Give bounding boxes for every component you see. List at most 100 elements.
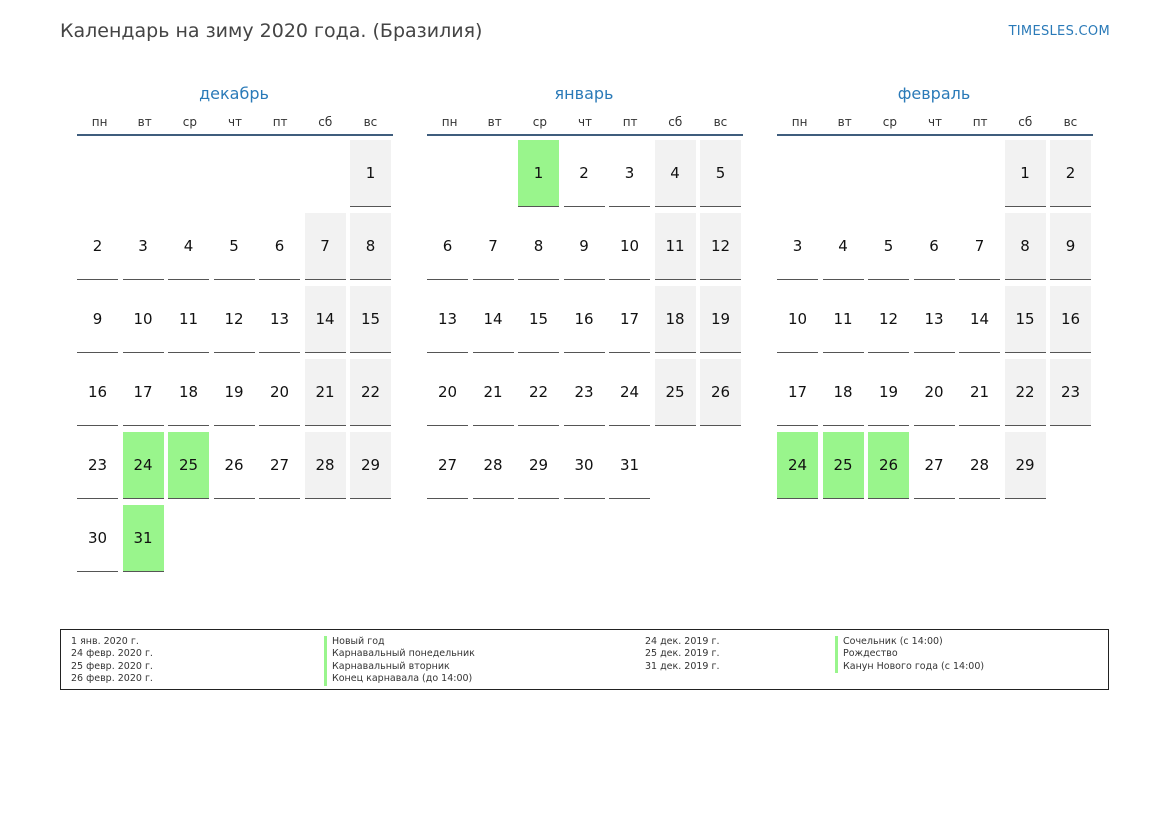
day-cell[interactable]: 18 bbox=[822, 359, 864, 426]
day-cell[interactable]: 17 bbox=[777, 359, 818, 426]
day-cell[interactable]: 9 bbox=[1050, 213, 1091, 280]
day-cell[interactable]: 30 bbox=[563, 432, 605, 499]
day-cell[interactable]: 2 bbox=[77, 213, 118, 280]
day-cell[interactable]: 9 bbox=[77, 286, 118, 353]
day-cell[interactable]: 25 bbox=[168, 432, 209, 499]
day-cell[interactable]: 28 bbox=[959, 432, 1000, 499]
day-cell[interactable]: 27 bbox=[427, 432, 468, 499]
day-cell[interactable]: 16 bbox=[563, 286, 605, 353]
day-cell[interactable]: 30 bbox=[77, 505, 118, 572]
day-cell[interactable]: 13 bbox=[259, 286, 300, 353]
legend-holiday-date: 31 дек. 2019 г. bbox=[645, 660, 720, 672]
day-cell[interactable]: 13 bbox=[427, 286, 468, 353]
day-cell[interactable]: 4 bbox=[168, 213, 209, 280]
day-cell[interactable]: 8 bbox=[1004, 213, 1046, 280]
day-cell[interactable]: 2 bbox=[1050, 140, 1091, 207]
day-cell[interactable]: 21 bbox=[472, 359, 514, 426]
day-cell[interactable]: 12 bbox=[868, 286, 909, 353]
day-cell[interactable]: 8 bbox=[350, 213, 391, 280]
day-cell[interactable]: 14 bbox=[304, 286, 346, 353]
day-cell[interactable]: 3 bbox=[609, 140, 650, 207]
day-cell[interactable]: 2 bbox=[563, 140, 605, 207]
day-cell[interactable]: 10 bbox=[777, 286, 818, 353]
day-cell[interactable]: 11 bbox=[168, 286, 209, 353]
day-cell[interactable]: 17 bbox=[609, 286, 650, 353]
day-cell[interactable]: 26 bbox=[868, 432, 909, 499]
day-cell[interactable]: 9 bbox=[563, 213, 605, 280]
day-cell[interactable]: 24 bbox=[777, 432, 818, 499]
day-cell[interactable]: 1 bbox=[350, 140, 391, 207]
day-cell[interactable]: 14 bbox=[959, 286, 1000, 353]
day-cell[interactable]: 29 bbox=[350, 432, 391, 499]
day-cell[interactable]: 16 bbox=[77, 359, 118, 426]
day-cell[interactable]: 20 bbox=[259, 359, 300, 426]
day-cell[interactable]: 3 bbox=[122, 213, 164, 280]
day-cell[interactable]: 4 bbox=[654, 140, 696, 207]
day-cell[interactable]: 4 bbox=[822, 213, 864, 280]
day-cell[interactable]: 29 bbox=[1004, 432, 1046, 499]
day-cell[interactable]: 31 bbox=[609, 432, 650, 499]
day-cell[interactable]: 7 bbox=[304, 213, 346, 280]
day-cell[interactable]: 14 bbox=[472, 286, 514, 353]
day-cell[interactable]: 27 bbox=[259, 432, 300, 499]
day-cell[interactable]: 16 bbox=[1050, 286, 1091, 353]
weekday-header: пн вт ср чт пт сб вс bbox=[77, 115, 393, 136]
day-cell[interactable]: 28 bbox=[304, 432, 346, 499]
day-cell[interactable]: 15 bbox=[1004, 286, 1046, 353]
day-cell[interactable]: 10 bbox=[609, 213, 650, 280]
day-cell[interactable]: 27 bbox=[913, 432, 955, 499]
day-cell[interactable]: 19 bbox=[213, 359, 255, 426]
day-cell[interactable]: 8 bbox=[518, 213, 559, 280]
day-cell[interactable]: 11 bbox=[822, 286, 864, 353]
day-cell[interactable]: 28 bbox=[472, 432, 514, 499]
day-cell[interactable]: 25 bbox=[822, 432, 864, 499]
day-cell[interactable]: 17 bbox=[122, 359, 164, 426]
day-cell[interactable]: 22 bbox=[350, 359, 391, 426]
day-cell[interactable]: 6 bbox=[913, 213, 955, 280]
day-cell[interactable]: 7 bbox=[959, 213, 1000, 280]
day-cell[interactable]: 5 bbox=[213, 213, 255, 280]
day-cell[interactable]: 24 bbox=[122, 432, 164, 499]
day-cell[interactable]: 13 bbox=[913, 286, 955, 353]
day-cell[interactable]: 7 bbox=[472, 213, 514, 280]
legend-holiday-name: Конец карнавала (до 14:00) bbox=[324, 673, 475, 686]
day-cell[interactable]: 25 bbox=[654, 359, 696, 426]
weekday-label: сб bbox=[1018, 115, 1033, 129]
day-cell[interactable]: 19 bbox=[700, 286, 741, 353]
day-cell[interactable]: 23 bbox=[563, 359, 605, 426]
legend-holiday-date: 25 дек. 2019 г. bbox=[645, 648, 720, 660]
day-cell[interactable]: 23 bbox=[77, 432, 118, 499]
day-cell[interactable]: 24 bbox=[609, 359, 650, 426]
day-cell[interactable]: 22 bbox=[518, 359, 559, 426]
day-cell[interactable]: 3 bbox=[777, 213, 818, 280]
day-cell[interactable]: 15 bbox=[518, 286, 559, 353]
day-cell[interactable]: 10 bbox=[122, 286, 164, 353]
day-cell[interactable]: 26 bbox=[213, 432, 255, 499]
day-cell[interactable]: 23 bbox=[1050, 359, 1091, 426]
brand-link[interactable]: TIMESLES.COM bbox=[1008, 24, 1110, 39]
day-cell[interactable]: 21 bbox=[959, 359, 1000, 426]
day-cell[interactable]: 26 bbox=[700, 359, 741, 426]
day-cell[interactable]: 21 bbox=[304, 359, 346, 426]
day-cell[interactable]: 29 bbox=[518, 432, 559, 499]
day-cell[interactable]: 19 bbox=[868, 359, 909, 426]
legend-holiday-name: Новый год bbox=[324, 636, 475, 649]
day-cell[interactable]: 11 bbox=[654, 213, 696, 280]
day-cell[interactable]: 12 bbox=[700, 213, 741, 280]
day-cell[interactable]: 20 bbox=[427, 359, 468, 426]
day-cell[interactable]: 1 bbox=[1004, 140, 1046, 207]
day-cell[interactable]: 18 bbox=[654, 286, 696, 353]
day-cell[interactable]: 15 bbox=[350, 286, 391, 353]
day-cell[interactable]: 12 bbox=[213, 286, 255, 353]
day-cell[interactable]: 20 bbox=[913, 359, 955, 426]
month-2: январь пн вт ср чт пт сб вс 1 2 3 4 5 6 7 8 9 10 11 12 13 14 1… bbox=[427, 84, 743, 580]
day-cell[interactable]: 5 bbox=[868, 213, 909, 280]
day-cell[interactable]: 6 bbox=[427, 213, 468, 280]
day-cell[interactable]: 22 bbox=[1004, 359, 1046, 426]
day-cell[interactable]: 18 bbox=[168, 359, 209, 426]
day-cell[interactable]: 5 bbox=[700, 140, 741, 207]
weekday-label: вт bbox=[137, 115, 152, 129]
day-cell[interactable]: 1 bbox=[518, 140, 559, 207]
day-cell[interactable]: 31 bbox=[122, 505, 164, 572]
day-cell[interactable]: 6 bbox=[259, 213, 300, 280]
